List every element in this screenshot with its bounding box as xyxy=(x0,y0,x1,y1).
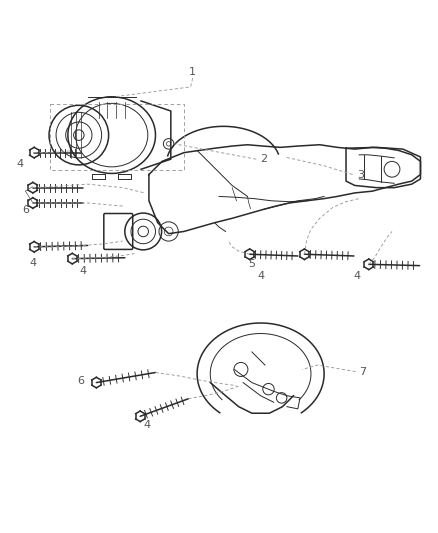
Text: 4: 4 xyxy=(353,271,360,281)
Text: 7: 7 xyxy=(359,367,366,377)
Text: 4: 4 xyxy=(80,266,87,276)
Text: 4: 4 xyxy=(16,159,23,168)
Text: 6: 6 xyxy=(78,376,85,386)
Text: 1: 1 xyxy=(189,67,196,77)
Text: 3: 3 xyxy=(357,169,364,180)
Text: 5: 5 xyxy=(248,259,255,269)
Text: 6: 6 xyxy=(22,205,29,215)
Text: 4: 4 xyxy=(29,258,36,268)
Text: 4: 4 xyxy=(257,271,264,281)
Text: 4: 4 xyxy=(143,420,150,430)
Text: 2: 2 xyxy=(261,154,268,164)
